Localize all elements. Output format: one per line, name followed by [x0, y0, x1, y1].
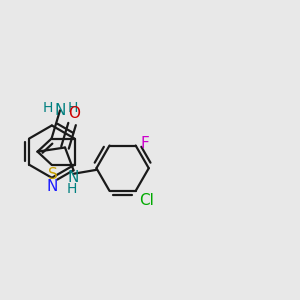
Text: N: N	[46, 179, 58, 194]
Text: H: H	[67, 101, 78, 115]
Text: Cl: Cl	[139, 194, 154, 208]
Text: F: F	[141, 136, 149, 152]
Text: S: S	[48, 167, 58, 182]
Text: O: O	[68, 106, 80, 122]
Text: N: N	[68, 170, 79, 185]
Text: H: H	[67, 182, 77, 196]
Text: H: H	[42, 101, 53, 115]
Text: N: N	[54, 103, 66, 118]
